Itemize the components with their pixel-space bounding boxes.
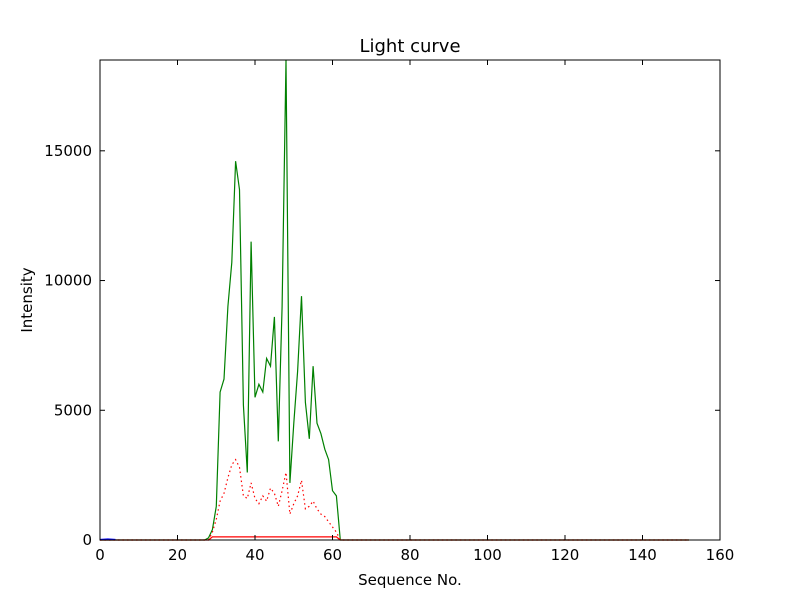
x-axis-ticks: 0 20 40 60 80 100 120 140 160: [95, 60, 734, 564]
x-tick-label: 20: [168, 546, 187, 564]
x-tick-label: 60: [323, 546, 342, 564]
x-tick-label: 0: [95, 546, 105, 564]
x-tick-label: 120: [551, 546, 580, 564]
x-axis-label: Sequence No.: [358, 571, 462, 589]
y-tick-label: 0: [82, 531, 92, 549]
series-line-2: [100, 458, 689, 541]
chart-title: Light curve: [359, 36, 460, 57]
x-tick-label: 140: [628, 546, 657, 564]
x-tick-label: 160: [706, 546, 735, 564]
series-line-4: [99, 538, 116, 541]
y-tick-label: 10000: [44, 272, 92, 290]
y-axis-ticks: 0 5000 10000 15000: [44, 142, 720, 549]
x-tick-label: 80: [400, 546, 419, 564]
y-tick-label: 15000: [44, 142, 92, 160]
y-axis-label: Intensity: [18, 267, 36, 332]
x-tick-label: 40: [245, 546, 264, 564]
series-line-1: [100, 59, 689, 541]
x-tick-label: 100: [473, 546, 502, 564]
axes-frame: [99, 59, 721, 541]
y-tick-label: 5000: [54, 401, 92, 419]
